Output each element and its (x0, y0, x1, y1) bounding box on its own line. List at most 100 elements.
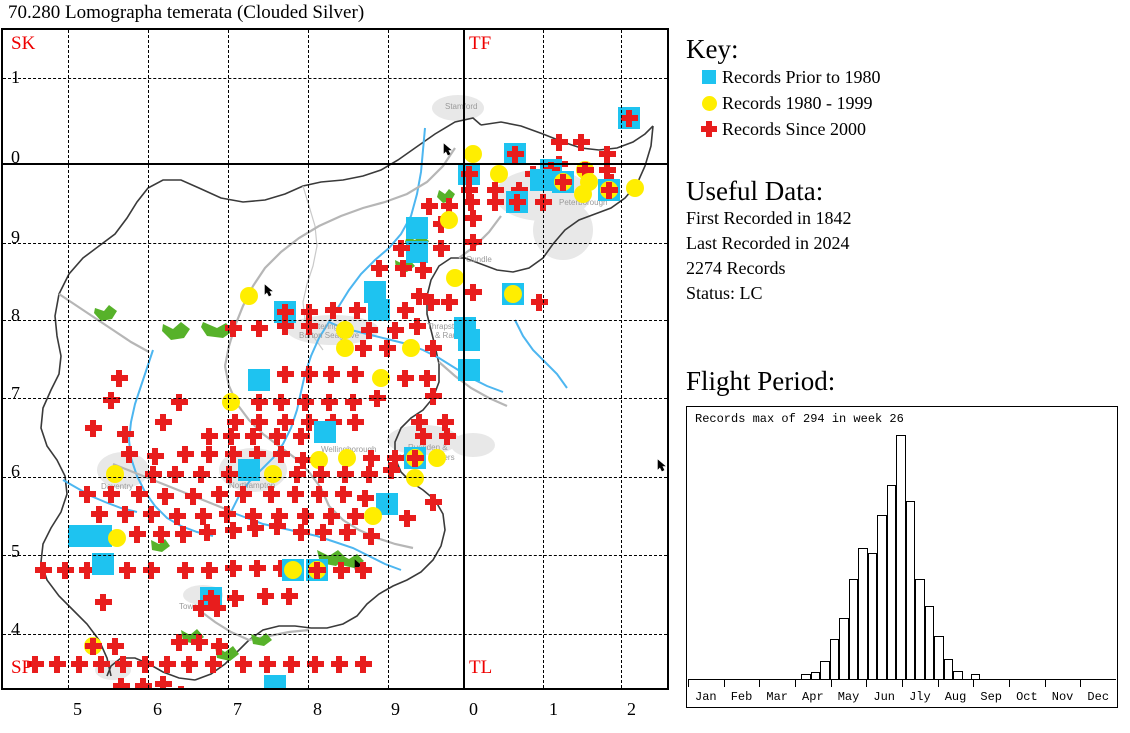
marker-since-2000 (147, 448, 164, 465)
chart-month-label: May (837, 690, 860, 704)
chart-month-tick (1009, 679, 1010, 687)
place-label-burton-seagrave: Burton Seagrave (299, 331, 360, 340)
map-xtick-0: 0 (469, 699, 478, 719)
chart-month-label: Jun (873, 690, 895, 704)
marker-since-2000 (277, 318, 294, 335)
marker-since-2000 (577, 162, 594, 179)
marker-since-2000 (331, 656, 348, 673)
marker-since-2000 (247, 520, 264, 537)
marker-since-2000 (339, 524, 356, 541)
map-ytick-4: 4 (11, 619, 20, 639)
distribution-map-panel[interactable]: Stamford Peterborough Oundle Kettering &… (1, 28, 669, 690)
cyan-square-icon (696, 70, 722, 84)
chart-bar (970, 674, 981, 679)
map-xtick-2: 2 (627, 699, 636, 719)
marker-since-2000 (167, 466, 184, 483)
grid-line-v (68, 30, 69, 688)
marker-1980-1999 (372, 369, 390, 387)
chart-bar (886, 484, 897, 679)
chart-month-tick (688, 679, 689, 687)
map-canvas[interactable]: Stamford Peterborough Oundle Kettering &… (3, 30, 667, 688)
chart-month-tick (937, 679, 939, 687)
marker-pre-1980 (406, 241, 428, 263)
marker-since-2000 (177, 562, 194, 579)
marker-pre-1980 (314, 421, 336, 443)
marker-since-2000 (441, 198, 458, 215)
marker-since-2000 (271, 508, 288, 525)
key-item-label: Records Prior to 1980 (722, 67, 881, 87)
marker-1980-1999 (338, 449, 356, 467)
chart-month-label: Sep (980, 690, 1003, 704)
marker-since-2000 (441, 294, 458, 311)
marker-since-2000 (177, 446, 194, 463)
marker-since-2000 (171, 634, 188, 651)
chart-bar (839, 618, 849, 679)
marker-since-2000 (225, 560, 242, 577)
marker-since-2000 (227, 414, 244, 431)
marker-since-2000 (227, 590, 244, 607)
marker-since-2000 (95, 594, 112, 611)
marker-since-2000 (71, 656, 88, 673)
records-count-line: 2274 Records (686, 258, 786, 278)
marker-1980-1999 (446, 269, 464, 287)
marker-since-2000 (201, 562, 218, 579)
marker-1980-1999 (402, 339, 420, 357)
marker-pre-1980 (364, 281, 386, 303)
marker-since-2000 (91, 506, 108, 523)
marker-since-2000 (103, 392, 120, 409)
useful-data-section: Useful Data: First Recorded in 1842 Last… (686, 176, 851, 306)
chart-month-tick (795, 679, 796, 687)
marker-since-2000 (301, 366, 318, 383)
marker-since-2000 (245, 508, 262, 525)
chart-bar (896, 435, 906, 679)
marker-pre-1980 (92, 553, 114, 575)
chart-month-tick (902, 679, 903, 687)
flight-period-heading: Flight Period: (686, 366, 836, 396)
marker-since-2000 (293, 524, 310, 541)
chart-bar (934, 635, 944, 679)
chart-bar (820, 660, 830, 679)
chart-bar (924, 605, 935, 679)
marker-since-2000 (273, 446, 290, 463)
marker-since-2000 (349, 302, 366, 319)
marker-since-2000 (129, 526, 146, 543)
marker-since-2000 (421, 198, 438, 215)
status-line: Status: LC (686, 283, 763, 303)
marker-1980-1999 (106, 465, 124, 483)
marker-since-2000 (409, 318, 426, 335)
map-ytick-9: 9 (11, 227, 20, 247)
marker-since-2000 (251, 414, 268, 431)
marker-since-2000 (49, 656, 66, 673)
marker-since-2000 (361, 466, 378, 483)
chart-bar (829, 639, 840, 679)
marker-since-2000 (263, 486, 280, 503)
marker-since-2000 (219, 506, 236, 523)
marker-since-2000 (225, 446, 242, 463)
flight-period-chart[interactable]: Records max of 294 in week 26 Jan Feb Mar A… (686, 406, 1118, 708)
marker-since-2000 (323, 508, 340, 525)
marker-since-2000 (333, 562, 350, 579)
marker-since-2000 (201, 446, 218, 463)
chart-bars (688, 435, 1116, 679)
marker-since-2000 (415, 428, 432, 445)
map-xtick-9: 9 (391, 699, 400, 719)
marker-since-2000 (355, 562, 372, 579)
marker-since-2000 (111, 370, 128, 387)
marker-1980-1999 (310, 451, 328, 469)
marker-pre-1980 (406, 217, 428, 239)
marker-since-2000 (393, 240, 410, 257)
grid-line-v (148, 30, 149, 688)
key-item-1980-1999: Records 1980 - 1999 (696, 90, 880, 116)
marker-since-2000 (259, 656, 276, 673)
grid-line-h-major (3, 163, 667, 165)
marker-since-2000 (361, 322, 378, 339)
marker-since-2000 (221, 466, 238, 483)
marker-since-2000 (145, 466, 162, 483)
marker-since-2000 (347, 366, 364, 383)
marker-since-2000 (371, 260, 388, 277)
marker-since-2000 (107, 638, 124, 655)
marker-since-2000 (193, 466, 210, 483)
chart-month-label: Nov (1051, 690, 1074, 704)
marker-since-2000 (225, 522, 242, 539)
grid-line-h (3, 398, 667, 399)
